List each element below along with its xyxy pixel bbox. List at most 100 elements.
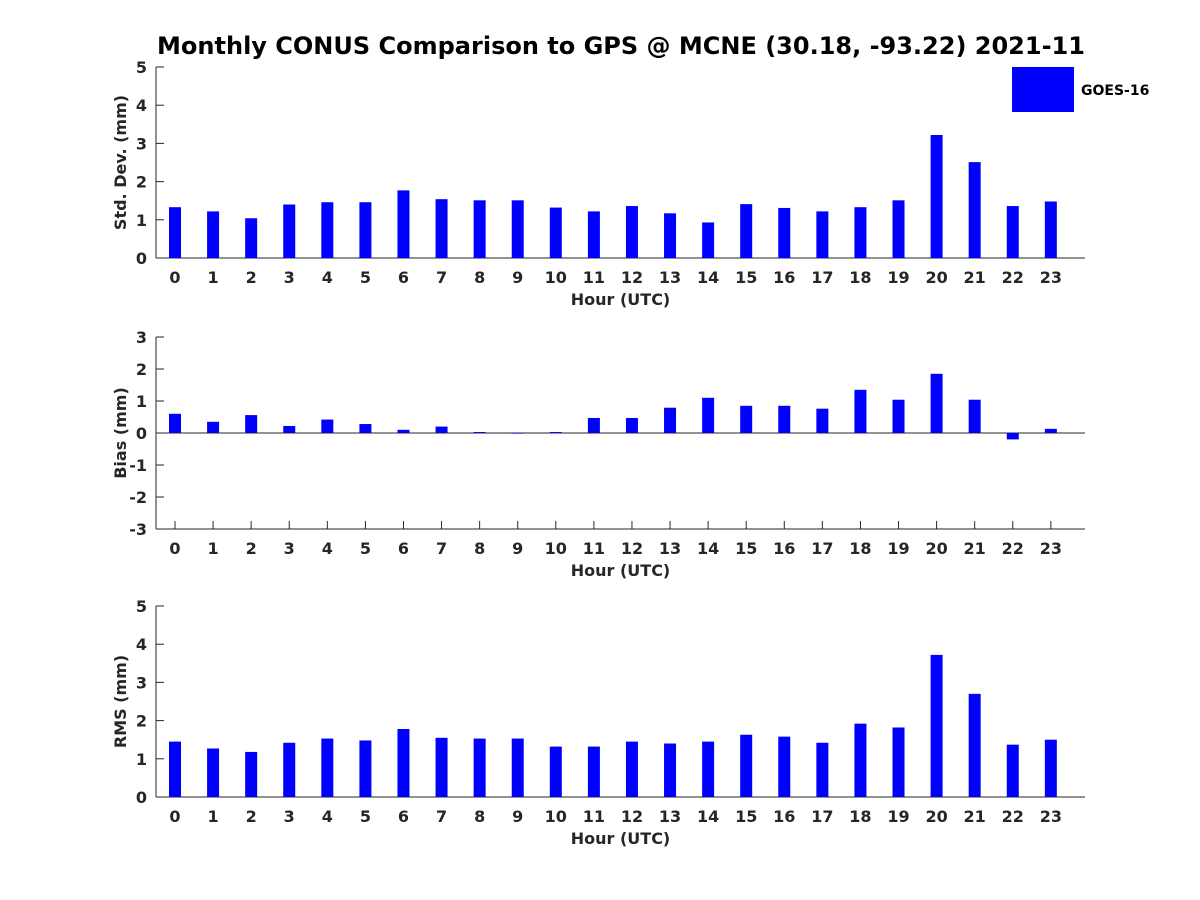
bar-bias-hour-17: [816, 408, 829, 433]
x-tick-label: 23: [1040, 268, 1062, 287]
bar-rms-hour-22: [1006, 744, 1019, 797]
bar-bias-hour-21: [968, 399, 981, 433]
bar-std-hour-22: [1006, 206, 1019, 258]
x-tick-label: 6: [398, 268, 409, 287]
bar-rms-hour-9: [511, 738, 524, 797]
bar-rms-hour-1: [207, 748, 220, 797]
x-tick-label: 9: [512, 268, 523, 287]
bar-bias-hour-18: [854, 389, 867, 433]
x-tick-label: 21: [964, 539, 986, 558]
x-axis-label: Hour (UTC): [571, 290, 671, 309]
x-tick-label: 18: [849, 539, 871, 558]
x-tick-label: 13: [659, 539, 681, 558]
x-tick-label: 18: [849, 807, 871, 826]
x-tick-label: 0: [169, 539, 180, 558]
x-tick-label: 6: [398, 807, 409, 826]
bar-rms-hour-18: [854, 723, 867, 797]
x-tick-label: 16: [773, 807, 795, 826]
x-tick-label: 8: [474, 539, 485, 558]
y-tick-label: 5: [136, 597, 147, 616]
bar-rms-hour-0: [169, 741, 181, 797]
x-tick-label: 11: [583, 539, 605, 558]
bar-std-hour-23: [1044, 201, 1057, 258]
x-tick-label: 2: [246, 268, 257, 287]
y-tick-label: 2: [136, 173, 147, 192]
bar-bias-hour-20: [930, 373, 943, 433]
x-tick-label: 5: [360, 807, 371, 826]
x-tick-label: 20: [925, 539, 947, 558]
x-tick-label: 20: [925, 807, 947, 826]
bar-std-hour-5: [359, 202, 372, 258]
x-tick-label: 16: [773, 539, 795, 558]
x-tick-label: 21: [964, 807, 986, 826]
y-tick-label: -2: [129, 488, 147, 507]
bar-rms-hour-4: [321, 738, 334, 797]
y-tick-label: 5: [136, 58, 147, 77]
y-tick-label: 4: [136, 635, 147, 654]
bar-std-hour-3: [283, 204, 296, 258]
bar-bias-hour-23: [1044, 428, 1057, 433]
x-tick-label: 13: [659, 268, 681, 287]
bar-rms-hour-21: [968, 693, 981, 797]
bar-std-hour-9: [511, 200, 524, 258]
x-tick-label: 7: [436, 268, 447, 287]
x-tick-label: 4: [322, 268, 333, 287]
y-tick-label: 3: [136, 134, 147, 153]
x-tick-label: 14: [697, 539, 719, 558]
bar-rms-hour-10: [549, 746, 562, 797]
bar-std-hour-15: [740, 204, 753, 258]
x-tick-label: 22: [1002, 539, 1024, 558]
bar-std-hour-14: [702, 222, 715, 258]
bar-std-hour-2: [245, 218, 258, 258]
bar-bias-hour-8: [473, 432, 486, 433]
x-tick-label: 22: [1002, 268, 1024, 287]
x-tick-label: 12: [621, 807, 643, 826]
bar-rms-hour-8: [473, 738, 486, 797]
bar-bias-hour-15: [740, 405, 753, 433]
bar-std-hour-10: [549, 207, 562, 258]
bar-std-hour-13: [664, 213, 677, 258]
x-tick-label: 19: [887, 539, 909, 558]
legend: GOES-16: [1012, 67, 1149, 112]
x-tick-label: 11: [583, 268, 605, 287]
x-tick-label: 10: [545, 807, 567, 826]
bar-rms-hour-16: [778, 736, 791, 797]
x-tick-label: 15: [735, 539, 757, 558]
bar-std-hour-16: [778, 207, 791, 258]
bar-bias-hour-3: [283, 425, 296, 433]
bar-bias-hour-0: [169, 413, 181, 433]
bar-std-hour-6: [397, 190, 410, 258]
bar-rms-hour-13: [664, 743, 677, 797]
x-tick-label: 11: [583, 807, 605, 826]
x-tick-label: 9: [512, 807, 523, 826]
x-axis-label: Hour (UTC): [571, 829, 671, 848]
x-tick-label: 23: [1040, 807, 1062, 826]
x-tick-label: 12: [621, 539, 643, 558]
bar-std-hour-0: [169, 207, 181, 258]
x-tick-label: 1: [208, 268, 219, 287]
x-tick-label: 5: [360, 268, 371, 287]
bar-bias-hour-6: [397, 429, 410, 433]
y-tick-label: 3: [136, 673, 147, 692]
x-tick-label: 7: [436, 807, 447, 826]
bar-bias-hour-11: [587, 417, 600, 433]
y-tick-label: 1: [136, 750, 147, 769]
y-axis-label: Bias (mm): [111, 387, 130, 479]
bar-std-hour-4: [321, 202, 334, 258]
x-tick-label: 19: [887, 807, 909, 826]
x-tick-label: 6: [398, 539, 409, 558]
x-tick-label: 1: [208, 807, 219, 826]
y-tick-label: 3: [136, 328, 147, 347]
x-tick-label: 0: [169, 268, 180, 287]
y-tick-label: 4: [136, 96, 147, 115]
bar-bias-hour-4: [321, 419, 334, 433]
bar-bias-hour-14: [702, 397, 715, 433]
bar-bias-hour-13: [664, 407, 677, 433]
x-tick-label: 2: [246, 807, 257, 826]
x-tick-label: 3: [284, 539, 295, 558]
bar-rms-hour-20: [930, 654, 943, 797]
